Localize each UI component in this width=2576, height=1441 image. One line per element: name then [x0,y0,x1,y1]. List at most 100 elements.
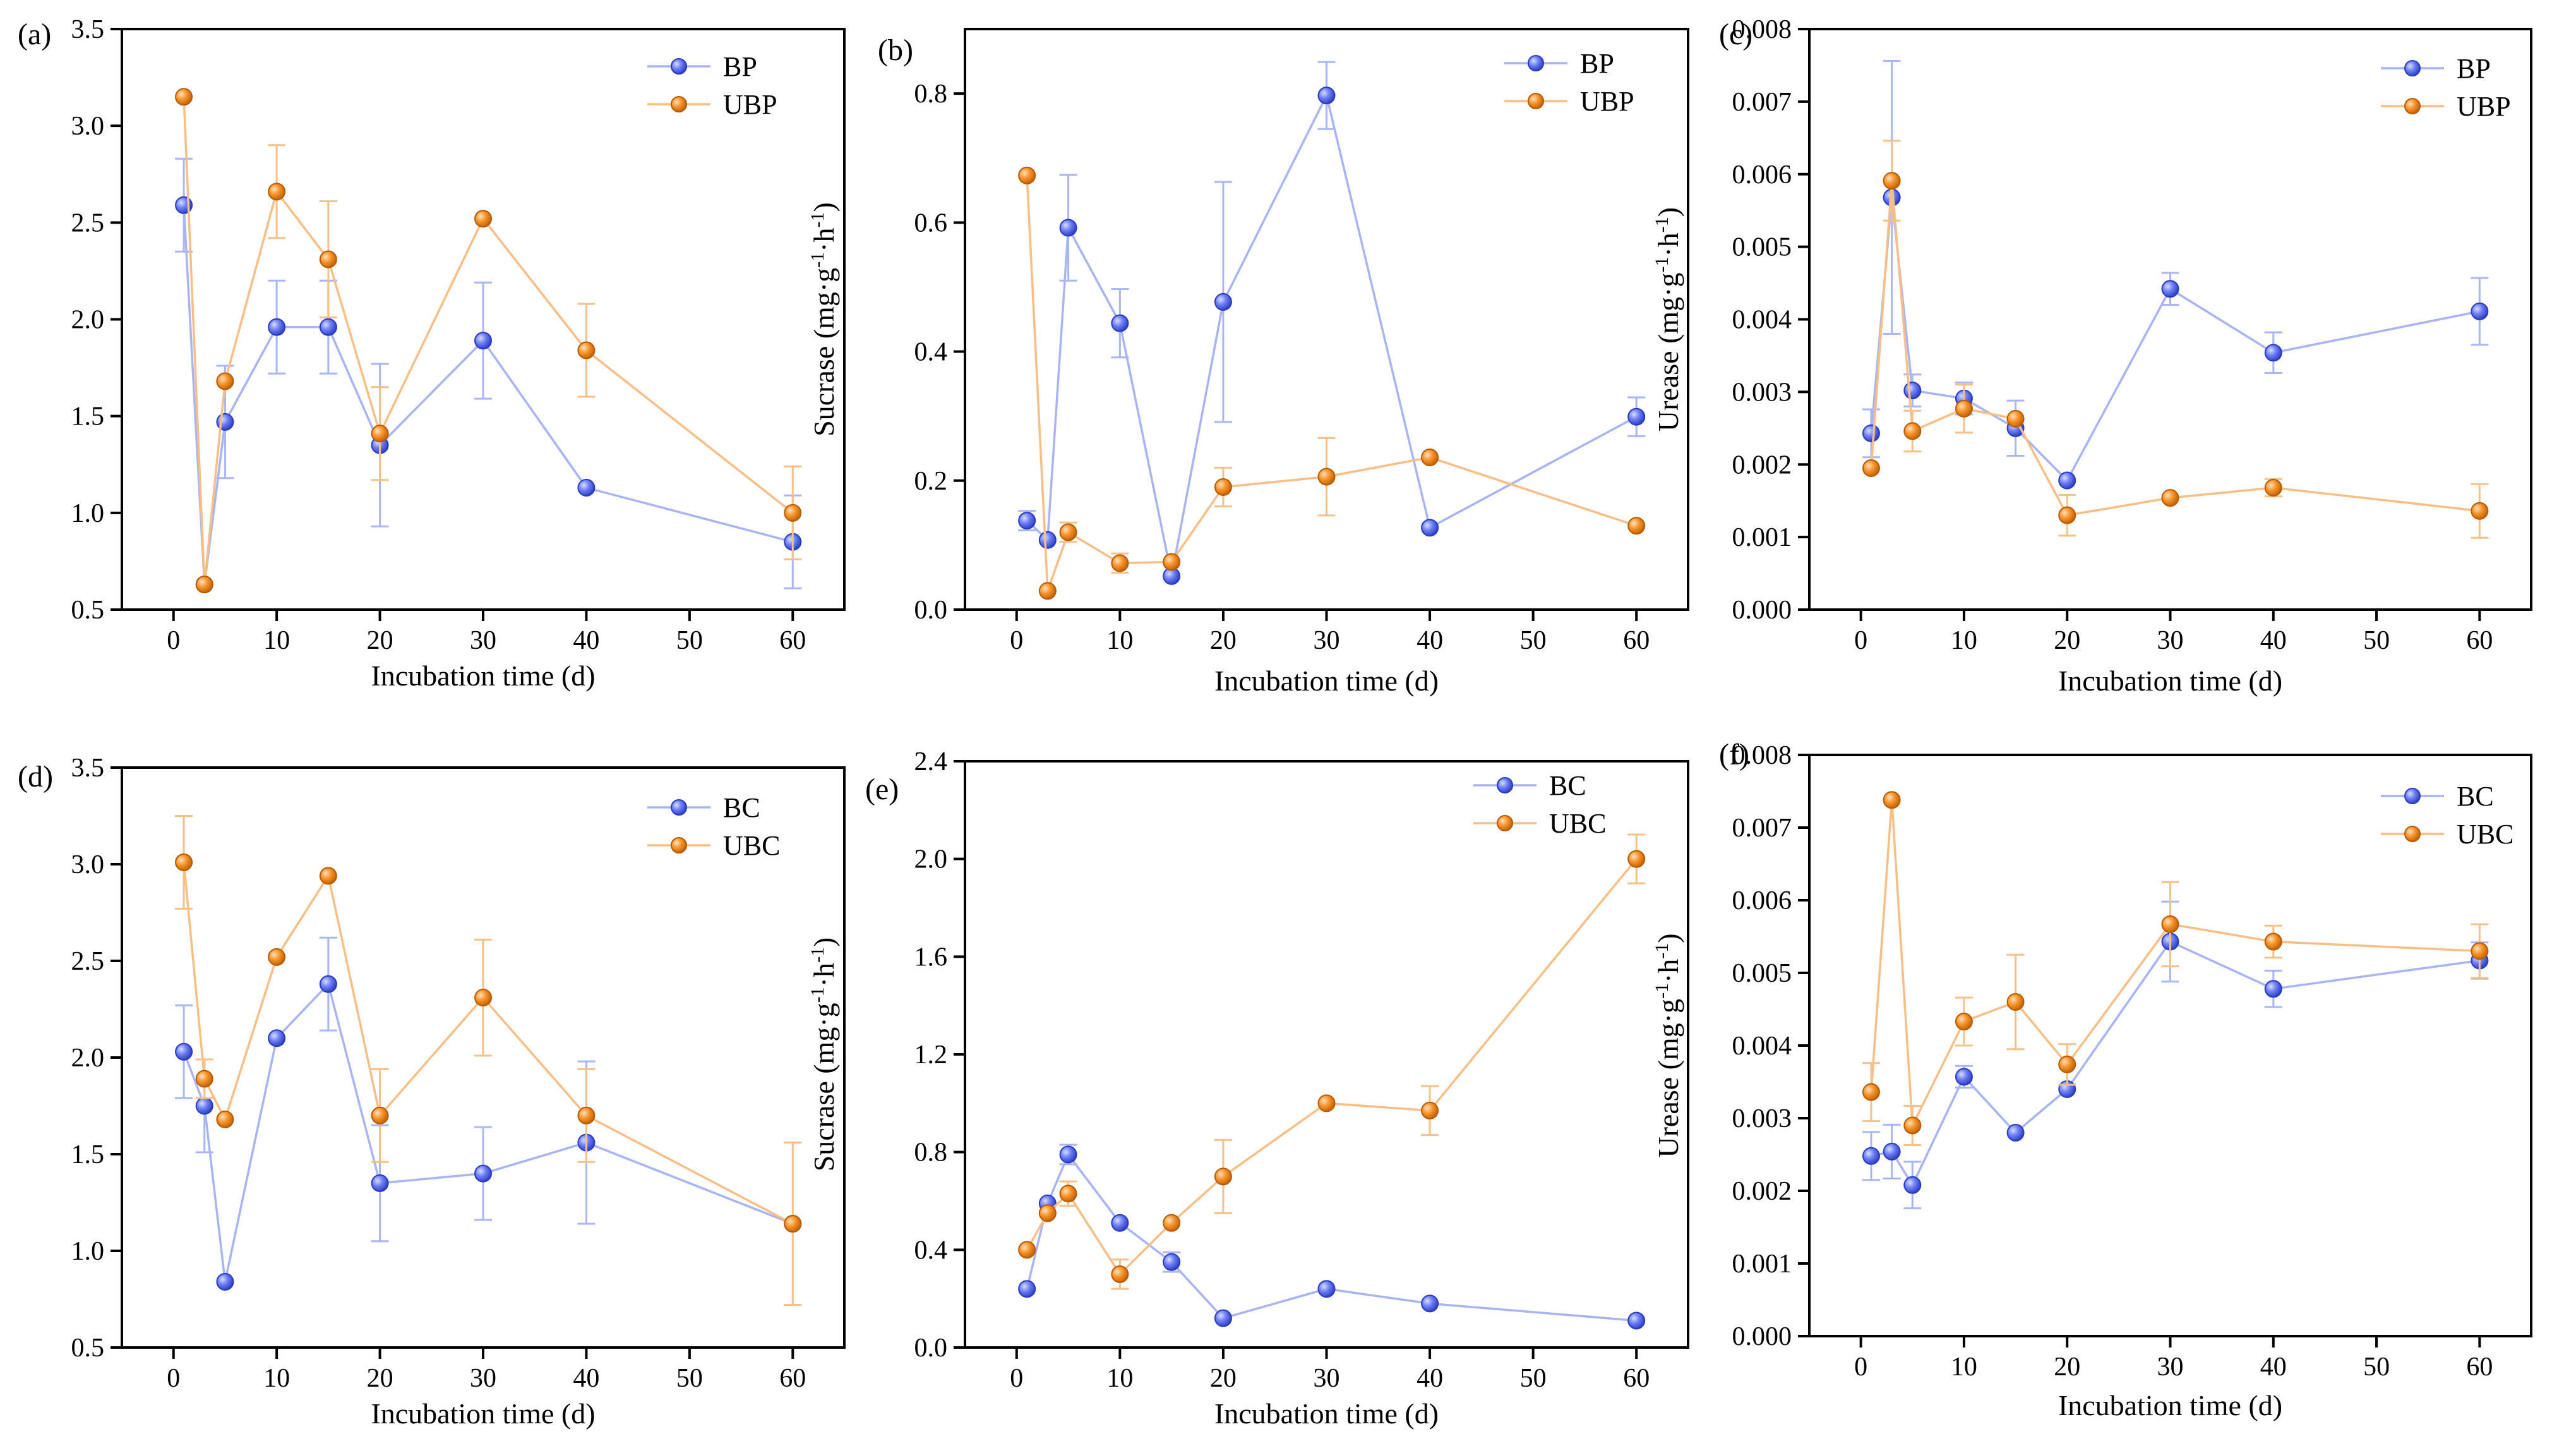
data-point [1862,1147,1880,1165]
data-point [1903,382,1922,400]
y-tick-label: 3.0 [71,112,105,141]
series-UBP [1862,140,2489,539]
series-UBC [175,815,802,1306]
legend-label: UBP [1580,86,1634,117]
x-tick-label: 0 [1854,1353,1867,1382]
legend-marker [2404,98,2421,114]
legend-marker [1528,93,1544,109]
data-point [1018,1280,1036,1298]
series-UBC [1862,791,2489,1147]
data-point [1111,1265,1129,1283]
y-tick-label: 0.004 [1732,1032,1792,1061]
legend-label: BC [723,792,760,823]
data-point [175,853,193,871]
panel-label: (b) [878,33,913,67]
y-tick-label: 1.5 [71,402,105,431]
x-tick-label: 60 [1623,626,1650,655]
legend-label: BC [2457,781,2494,812]
y-tick-label: 0.002 [1732,1177,1792,1206]
data-point [268,948,286,966]
x-tick-label: 60 [2466,1353,2493,1382]
x-tick-label: 10 [1106,1364,1133,1393]
data-point [2161,915,2179,933]
chart-panel-c: 0 10 20 30 40 50 60 0.000 0.001 0.002 0.003 0.004 0.… [1651,15,2532,697]
data-point [1018,512,1036,530]
legend-label: UBC [2457,819,2513,850]
data-point [175,88,193,106]
data-point [2058,506,2076,524]
data-point [784,503,802,522]
data-point [1038,531,1057,549]
x-tick-label: 0 [167,1364,180,1393]
legend-marker [1528,55,1544,71]
data-point [2161,489,2179,507]
x-tick-label: 0 [1854,626,1867,655]
data-point [1111,314,1129,332]
y-tick-label: 0.004 [1732,306,1792,335]
data-point [1317,1280,1336,1298]
x-tick-label: 60 [1623,1364,1650,1393]
legend-entry-UBP: UBP [647,89,777,120]
x-axis-title: Incubation time (d) [371,1397,595,1430]
x-tick-label: 50 [2363,1353,2390,1382]
y-tick-label: 0.6 [914,208,948,238]
series-BC [1862,900,2489,1210]
x-tick-label: 10 [1106,626,1133,655]
x-tick-label: 50 [1520,626,1547,655]
data-point [2006,1124,2025,1142]
series-line [1870,197,2480,483]
data-point [1903,1116,1922,1135]
y-axis-title: Urease (mg·g-1·h-1) [1651,933,1685,1157]
series-line [1026,175,1637,591]
data-point [1317,1094,1336,1112]
x-tick-label: 20 [367,1364,393,1393]
data-point [1421,1294,1439,1313]
x-tick-label: 0 [1010,626,1023,655]
legend-marker [2404,60,2421,76]
data-point [1111,1214,1129,1232]
y-tick-label: 0.000 [1732,1322,1792,1351]
x-tick-label: 60 [779,626,806,655]
y-tick-label: 3.5 [71,754,105,783]
x-tick-label: 20 [2054,1353,2080,1382]
data-point [1627,850,1646,868]
panel-label: (d) [18,760,53,793]
legend-label: BP [2457,53,2491,84]
data-point [1214,292,1232,311]
y-tick-label: 0.2 [914,467,948,496]
y-tick-label: 0.001 [1732,1250,1792,1279]
data-point [1214,478,1232,496]
y-tick-label: 2.0 [71,306,105,335]
y-tick-label: 0.4 [914,1236,948,1265]
data-point [1421,1101,1439,1119]
data-point [1059,219,1077,237]
data-point [474,332,492,350]
x-tick-label: 40 [573,626,599,655]
data-point [474,210,492,228]
data-point [1163,553,1181,571]
data-point [1059,1185,1077,1203]
y-tick-label: 0.8 [914,1138,948,1167]
y-tick-label: 1.5 [71,1140,105,1169]
data-point [2264,344,2282,362]
data-point [1883,1142,1901,1161]
data-point [1214,1309,1232,1327]
data-point [371,425,389,443]
x-tick-label: 40 [1417,1364,1443,1393]
x-tick-label: 10 [1951,626,1977,655]
y-tick-label: 0.000 [1732,596,1792,625]
y-tick-label: 1.6 [914,943,948,972]
x-tick-label: 10 [263,1364,290,1393]
legend-label: BP [1580,48,1614,79]
legend-entry-BP: BP [1504,48,1614,79]
y-tick-label: 3.0 [71,850,105,879]
data-point [216,1272,234,1291]
y-tick-label: 3.5 [71,15,105,44]
series-UBC [1018,833,1646,1290]
x-tick-label: 30 [1314,626,1340,655]
y-tick-label: 0.0 [914,1334,948,1363]
series-BP [1862,60,2489,490]
data-point [2471,502,2489,520]
data-point [1955,1013,1973,1031]
legend-marker [671,96,687,112]
